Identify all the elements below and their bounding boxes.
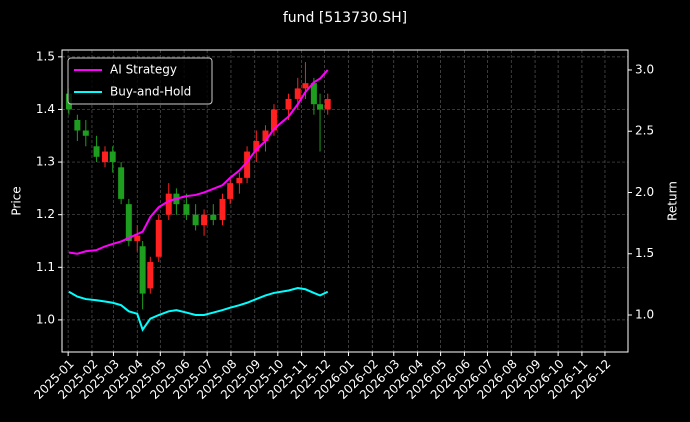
legend: AI Strategy Buy-and-Hold: [67, 57, 213, 105]
candle-body: [118, 167, 125, 199]
candle-body: [285, 98, 292, 110]
candle-body: [302, 83, 309, 89]
candle-body: [165, 193, 172, 215]
candle-body: [253, 141, 260, 152]
legend-box: [67, 57, 213, 105]
y2-axis-label: Return: [666, 181, 680, 221]
candle-body: [219, 198, 226, 220]
candle-body: [134, 235, 141, 241]
candle-body: [82, 130, 89, 136]
y-axis-label: Price: [10, 186, 24, 215]
legend-label: Buy-and-Hold: [110, 85, 191, 99]
series-line: [68, 287, 329, 332]
chart-title: fund [513730.SH]: [283, 10, 407, 26]
candle-body: [310, 83, 317, 105]
candle-body: [125, 204, 132, 241]
y-tick-label: 1.3: [36, 155, 55, 169]
candle-body: [227, 183, 234, 199]
y2-tick-label: 3.0: [635, 62, 654, 76]
y-tick-label: 1.4: [36, 102, 55, 116]
candle-body: [270, 109, 277, 131]
candle-body: [109, 151, 116, 163]
series-line: [68, 69, 329, 255]
candle-body: [147, 262, 154, 289]
y-tick-label: 1.0: [36, 312, 55, 326]
candle-body: [192, 214, 199, 226]
candle-body: [93, 146, 100, 157]
candle-body: [210, 214, 217, 220]
candle-body: [102, 151, 109, 163]
candle-body: [139, 246, 146, 294]
y-tick-label: 1.5: [36, 49, 55, 63]
y-tick-label: 1.2: [36, 207, 55, 221]
candle-body: [74, 119, 81, 131]
candle-body: [244, 151, 251, 178]
candle-body: [262, 130, 269, 142]
candle-body: [155, 219, 162, 257]
y2-tick-label: 1.5: [635, 246, 654, 260]
candle-body: [294, 88, 301, 99]
candle-body: [201, 214, 208, 226]
y2-tick-label: 2.5: [635, 124, 654, 138]
plot-frame: [61, 49, 629, 353]
candle-body: [317, 104, 324, 110]
candle-body: [183, 204, 190, 215]
candle-body: [236, 177, 243, 184]
y2-tick-label: 1.0: [635, 308, 654, 322]
y2-tick-label: 2.0: [635, 185, 654, 199]
candle-body: [324, 98, 331, 110]
y-tick-label: 1.1: [36, 260, 55, 274]
legend-label: AI Strategy: [110, 63, 177, 77]
